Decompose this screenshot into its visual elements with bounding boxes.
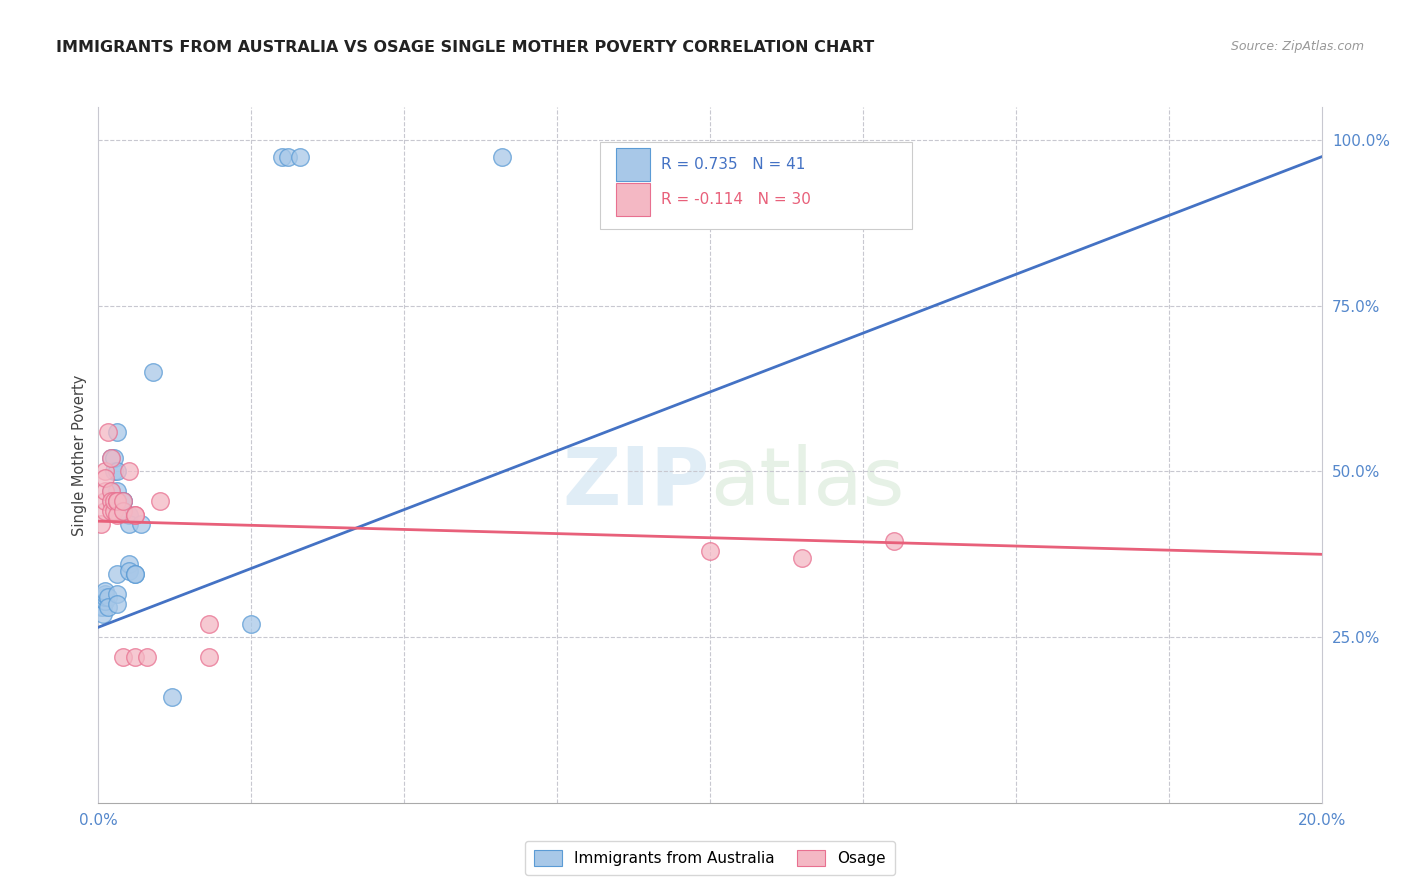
Text: R = 0.735   N = 41: R = 0.735 N = 41 bbox=[661, 157, 806, 172]
Point bbox=[124, 650, 146, 665]
Point bbox=[790, 550, 813, 565]
Point bbox=[105, 494, 128, 508]
Legend: Immigrants from Australia, Osage: Immigrants from Australia, Osage bbox=[524, 841, 896, 875]
Point bbox=[118, 508, 141, 522]
Point bbox=[290, 150, 312, 164]
Point bbox=[197, 650, 219, 665]
Point bbox=[270, 150, 292, 164]
Point bbox=[105, 465, 128, 479]
Point bbox=[105, 567, 128, 582]
Point bbox=[93, 484, 115, 499]
Point bbox=[100, 494, 122, 508]
Point bbox=[160, 690, 183, 704]
Point bbox=[100, 494, 122, 508]
Point bbox=[111, 494, 134, 508]
Point bbox=[100, 451, 122, 466]
Point bbox=[93, 593, 115, 607]
Point bbox=[100, 484, 122, 499]
Point bbox=[240, 616, 263, 631]
Point bbox=[90, 600, 112, 615]
Point bbox=[91, 600, 114, 615]
Point bbox=[118, 517, 141, 532]
Point bbox=[97, 600, 120, 615]
Y-axis label: Single Mother Poverty: Single Mother Poverty bbox=[72, 375, 87, 535]
Point bbox=[93, 583, 115, 598]
Point bbox=[142, 365, 165, 379]
Point bbox=[93, 504, 115, 518]
Bar bbox=[616, 148, 650, 181]
Point bbox=[124, 567, 146, 582]
FancyBboxPatch shape bbox=[600, 142, 912, 229]
Point bbox=[124, 567, 146, 582]
Point bbox=[93, 587, 115, 601]
Point bbox=[111, 650, 134, 665]
Point bbox=[100, 451, 122, 466]
Point bbox=[100, 484, 122, 499]
Point bbox=[124, 508, 146, 522]
Point bbox=[129, 517, 152, 532]
Point bbox=[105, 597, 128, 611]
Point bbox=[699, 544, 721, 558]
Text: Source: ZipAtlas.com: Source: ZipAtlas.com bbox=[1230, 40, 1364, 54]
Point bbox=[93, 591, 115, 605]
Point bbox=[118, 465, 141, 479]
Point bbox=[105, 484, 128, 499]
Point bbox=[103, 504, 125, 518]
Point bbox=[103, 465, 125, 479]
Point bbox=[93, 494, 115, 508]
Point bbox=[103, 494, 125, 508]
Point bbox=[90, 517, 112, 532]
Point bbox=[105, 508, 128, 522]
Point bbox=[100, 504, 122, 518]
Point bbox=[491, 150, 513, 164]
Point bbox=[93, 465, 115, 479]
Point bbox=[111, 494, 134, 508]
Point bbox=[93, 593, 115, 607]
Point bbox=[105, 494, 128, 508]
Point bbox=[883, 150, 905, 164]
Point bbox=[111, 504, 134, 518]
Point bbox=[136, 650, 159, 665]
Point bbox=[97, 425, 120, 439]
Point bbox=[103, 451, 125, 466]
Text: R = -0.114   N = 30: R = -0.114 N = 30 bbox=[661, 192, 811, 207]
Point bbox=[91, 607, 114, 621]
Point bbox=[149, 494, 172, 508]
Point bbox=[111, 504, 134, 518]
Point bbox=[124, 508, 146, 522]
Text: IMMIGRANTS FROM AUSTRALIA VS OSAGE SINGLE MOTHER POVERTY CORRELATION CHART: IMMIGRANTS FROM AUSTRALIA VS OSAGE SINGL… bbox=[56, 40, 875, 55]
Point bbox=[111, 494, 134, 508]
Point bbox=[118, 564, 141, 578]
Point bbox=[277, 150, 299, 164]
Point bbox=[118, 558, 141, 572]
Text: ZIP: ZIP bbox=[562, 443, 710, 522]
Text: atlas: atlas bbox=[710, 443, 904, 522]
Point bbox=[93, 471, 115, 485]
Point bbox=[111, 504, 134, 518]
Point bbox=[883, 534, 905, 549]
Point bbox=[97, 591, 120, 605]
Point bbox=[105, 425, 128, 439]
Point bbox=[90, 597, 112, 611]
Point bbox=[105, 587, 128, 601]
Point bbox=[197, 616, 219, 631]
Bar bbox=[616, 183, 650, 216]
